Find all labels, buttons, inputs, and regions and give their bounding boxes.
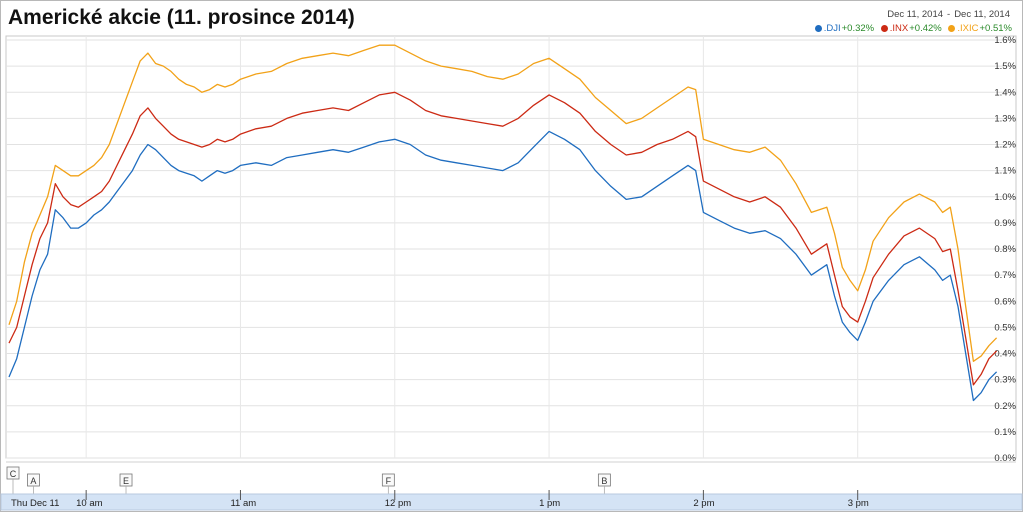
- y-tick-label: 0.8%: [994, 244, 1016, 255]
- y-tick-label: 0.6%: [994, 296, 1016, 307]
- legend-change: +0.42%: [909, 23, 942, 34]
- legend-dot-icon: [880, 24, 888, 32]
- event-marker-label: E: [123, 476, 129, 486]
- y-tick-label: 0.5%: [994, 322, 1016, 333]
- legend-symbol: .INX: [889, 23, 909, 34]
- legend-dot-icon: [948, 24, 956, 32]
- y-tick-label: 1.5%: [994, 61, 1016, 72]
- legend-item-dji[interactable]: .DJI+0.32%: [814, 23, 877, 34]
- y-tick-label: 1.1%: [994, 166, 1016, 177]
- x-tick-label: 12 pm: [385, 498, 411, 509]
- y-tick-label: 1.3%: [994, 113, 1016, 124]
- y-tick-label: 0.9%: [994, 218, 1016, 229]
- chart-title: Americké akcie (11. prosince 2014): [8, 6, 355, 29]
- date-range-to: Dec 11, 2014: [954, 9, 1010, 20]
- y-tick-label: 1.0%: [994, 192, 1016, 203]
- event-marker-label: A: [30, 476, 36, 486]
- y-tick-label: 1.2%: [994, 140, 1016, 151]
- y-tick-label: 0.3%: [994, 375, 1016, 386]
- x-tick-label: 1 pm: [539, 498, 560, 509]
- legend-symbol: .IXIC: [957, 23, 979, 34]
- legend-change: +0.51%: [979, 23, 1013, 34]
- legend-item-ixic[interactable]: .IXIC+0.51%: [948, 23, 1012, 34]
- legend-change: +0.32%: [841, 23, 875, 34]
- series-line-inx: [8, 91, 998, 386]
- x-tick-label: 10 am: [76, 498, 102, 509]
- legend-symbol: .DJI: [823, 23, 841, 34]
- x-tick-label: 11 am: [230, 498, 256, 509]
- plot-frame: [5, 35, 1017, 459]
- y-tick-label: 1.4%: [994, 87, 1016, 98]
- series-line-ixic: [8, 44, 998, 362]
- y-tick-label: 0.1%: [994, 427, 1016, 438]
- y-tick-label: 0.2%: [994, 401, 1016, 412]
- date-range-separator: -: [947, 9, 951, 20]
- legend: .DJI+0.32% .INX+0.42% .IXIC+0.51%: [811, 23, 1012, 34]
- y-tick-label: 0.4%: [994, 349, 1016, 360]
- y-tick-label: 0.7%: [994, 270, 1016, 281]
- series-line-dji: [8, 130, 998, 402]
- event-marker-label: F: [386, 476, 392, 486]
- event-marker-label: C: [10, 469, 17, 479]
- x-tick-label: 3 pm: [848, 498, 869, 509]
- y-tick-label: 0.0%: [994, 453, 1016, 464]
- legend-item-inx[interactable]: .INX+0.42%: [880, 23, 945, 34]
- x-tick-label: 2 pm: [693, 498, 714, 509]
- x-tick-label: Thu Dec 11: [11, 498, 59, 509]
- x-axis-band: [0, 493, 1023, 511]
- y-tick-label: 1.6%: [994, 35, 1016, 46]
- date-range-from: Dec 11, 2014: [887, 9, 944, 20]
- event-marker-label: B: [601, 476, 607, 486]
- date-range: Dec 11, 2014- Dec 11, 2014: [887, 9, 1010, 20]
- legend-dot-icon: [814, 24, 822, 32]
